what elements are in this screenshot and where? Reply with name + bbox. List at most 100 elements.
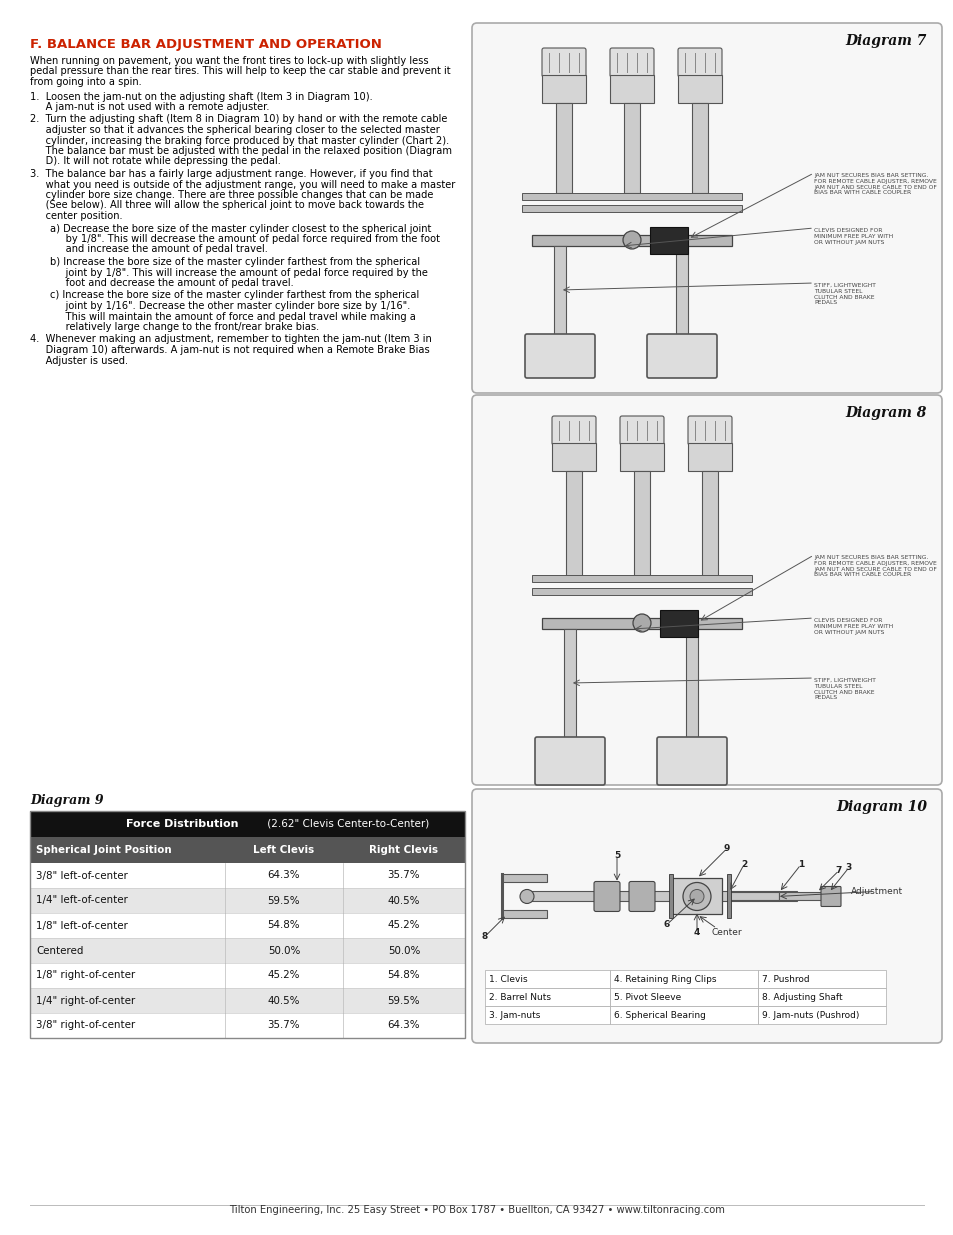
Text: 59.5%: 59.5% — [268, 895, 300, 905]
Bar — [619, 443, 663, 471]
Circle shape — [519, 889, 534, 904]
Bar — [668, 874, 672, 919]
Bar — [623, 103, 639, 193]
Text: 45.2%: 45.2% — [387, 920, 420, 930]
Text: Diagram 9: Diagram 9 — [30, 794, 104, 806]
Bar — [701, 471, 718, 576]
Text: 3/8" right-of-center: 3/8" right-of-center — [36, 1020, 135, 1030]
Bar — [521, 205, 741, 212]
Bar — [526, 892, 796, 902]
Text: Tilton Engineering, Inc. 25 Easy Street • PO Box 1787 • Buellton, CA 93427 • www: Tilton Engineering, Inc. 25 Easy Street … — [229, 1205, 724, 1215]
Bar — [678, 75, 721, 103]
Text: 64.3%: 64.3% — [387, 1020, 420, 1030]
Bar — [691, 103, 707, 193]
Bar — [554, 246, 565, 336]
Bar — [609, 1007, 758, 1024]
Text: joint by 1/8". This will increase the amount of pedal force required by the: joint by 1/8". This will increase the am… — [50, 268, 428, 278]
Text: CLEVIS DESIGNED FOR
MINIMUM FREE PLAY WITH
OR WITHOUT JAM NUTS: CLEVIS DESIGNED FOR MINIMUM FREE PLAY WI… — [813, 618, 892, 635]
Bar — [541, 618, 741, 629]
Text: CLEVIS DESIGNED FOR
MINIMUM FREE PLAY WITH
OR WITHOUT JAM NUTS: CLEVIS DESIGNED FOR MINIMUM FREE PLAY WI… — [813, 228, 892, 245]
FancyBboxPatch shape — [552, 416, 596, 445]
Text: joint by 1/16". Decrease the other master cylinder bore size by 1/16".: joint by 1/16". Decrease the other maste… — [50, 301, 410, 311]
Bar — [609, 988, 758, 1007]
Text: relatively large change to the front/rear brake bias.: relatively large change to the front/rea… — [50, 322, 319, 332]
Bar — [609, 75, 654, 103]
Text: Centered: Centered — [36, 946, 83, 956]
FancyBboxPatch shape — [524, 333, 595, 378]
Bar — [779, 893, 828, 900]
FancyBboxPatch shape — [657, 737, 726, 785]
Bar — [30, 939, 464, 963]
Bar — [484, 1007, 609, 1024]
Bar — [532, 576, 751, 582]
Bar — [532, 588, 751, 595]
Bar — [726, 874, 730, 919]
Text: Adjuster is used.: Adjuster is used. — [30, 356, 128, 366]
Text: A jam-nut is not used with a remote adjuster.: A jam-nut is not used with a remote adju… — [30, 103, 269, 112]
Bar — [565, 471, 581, 576]
FancyBboxPatch shape — [821, 887, 841, 906]
Text: Diagram 10: Diagram 10 — [835, 800, 926, 814]
Bar — [484, 969, 609, 988]
Text: 8. Adjusting Shaft: 8. Adjusting Shaft — [761, 993, 841, 1002]
Text: 4.  Whenever making an adjustment, remember to tighten the jam-nut (Item 3 in: 4. Whenever making an adjustment, rememb… — [30, 335, 432, 345]
Text: (2.62" Clevis Center-to-Center): (2.62" Clevis Center-to-Center) — [264, 819, 429, 829]
Text: When running on pavement, you want the front tires to lock-up with slightly less: When running on pavement, you want the f… — [30, 56, 428, 65]
Text: 1: 1 — [797, 860, 803, 869]
Text: 1/8" right-of-center: 1/8" right-of-center — [36, 971, 135, 981]
Text: (See below). All three will allow the spherical joint to move back towards the: (See below). All three will allow the sp… — [30, 200, 423, 210]
Text: 35.7%: 35.7% — [268, 1020, 300, 1030]
Text: Diagram 8: Diagram 8 — [844, 406, 926, 420]
Text: 59.5%: 59.5% — [387, 995, 420, 1005]
Text: 8: 8 — [481, 932, 488, 941]
FancyBboxPatch shape — [472, 23, 941, 393]
Text: JAM NUT SECURES BIAS BAR SETTING.
FOR REMOTE CABLE ADJUSTER, REMOVE
JAM NUT AND : JAM NUT SECURES BIAS BAR SETTING. FOR RE… — [813, 555, 936, 578]
Text: c) Increase the bore size of the master cylinder farthest from the spherical: c) Increase the bore size of the master … — [50, 290, 418, 300]
Bar — [541, 75, 585, 103]
Bar — [671, 878, 721, 914]
Bar — [521, 193, 741, 200]
Bar — [609, 969, 758, 988]
Text: cylinder bore size change. There are three possible changes that can be made: cylinder bore size change. There are thr… — [30, 190, 433, 200]
Text: 45.2%: 45.2% — [268, 971, 300, 981]
Circle shape — [633, 614, 650, 632]
Text: 2. Barrel Nuts: 2. Barrel Nuts — [489, 993, 551, 1002]
Text: Center: Center — [711, 929, 741, 937]
Bar — [30, 913, 464, 939]
Text: 54.8%: 54.8% — [268, 920, 300, 930]
Bar — [484, 988, 609, 1007]
FancyBboxPatch shape — [535, 737, 604, 785]
Text: by 1/8". This will decrease the amount of pedal force required from the foot: by 1/8". This will decrease the amount o… — [50, 233, 439, 245]
Text: 1/4" left-of-center: 1/4" left-of-center — [36, 895, 128, 905]
Text: The balance bar must be adjusted with the pedal in the relaxed position (Diagram: The balance bar must be adjusted with th… — [30, 146, 452, 156]
Text: Diagram 7: Diagram 7 — [844, 35, 926, 48]
Text: 64.3%: 64.3% — [268, 871, 300, 881]
Text: Diagram 10) afterwards. A jam-nut is not required when a Remote Brake Bias: Diagram 10) afterwards. A jam-nut is not… — [30, 345, 429, 354]
Text: STIFF, LIGHTWEIGHT
TUBULAR STEEL
CLUTCH AND BRAKE
PEDALS: STIFF, LIGHTWEIGHT TUBULAR STEEL CLUTCH … — [813, 283, 875, 305]
FancyBboxPatch shape — [594, 882, 619, 911]
Text: 9: 9 — [723, 844, 729, 853]
Text: 1.  Loosen the jam-nut on the adjusting shaft (Item 3 in Diagram 10).: 1. Loosen the jam-nut on the adjusting s… — [30, 91, 373, 101]
Text: cylinder, increasing the braking force produced by that master cylinder (Chart 2: cylinder, increasing the braking force p… — [30, 136, 449, 146]
Bar — [501, 910, 546, 919]
Text: This will maintain the amount of force and pedal travel while making a: This will maintain the amount of force a… — [50, 311, 416, 321]
FancyBboxPatch shape — [541, 48, 585, 77]
Bar — [649, 227, 687, 254]
Text: 3: 3 — [845, 863, 851, 872]
Bar — [501, 874, 546, 883]
Text: adjuster so that it advances the spherical bearing closer to the selected master: adjuster so that it advances the spheric… — [30, 125, 439, 135]
Bar — [30, 863, 464, 888]
Text: center position.: center position. — [30, 211, 123, 221]
Text: 50.0%: 50.0% — [268, 946, 300, 956]
Text: 50.0%: 50.0% — [388, 946, 419, 956]
Text: 5. Pivot Sleeve: 5. Pivot Sleeve — [614, 993, 680, 1002]
Text: 3/8" left-of-center: 3/8" left-of-center — [36, 871, 128, 881]
Bar — [30, 1013, 464, 1037]
Text: 40.5%: 40.5% — [268, 995, 300, 1005]
Bar — [30, 837, 464, 863]
Text: 40.5%: 40.5% — [387, 895, 420, 905]
Text: what you need is outside of the adjustment range, you will need to make a master: what you need is outside of the adjustme… — [30, 179, 455, 189]
Text: 6. Spherical Bearing: 6. Spherical Bearing — [614, 1010, 705, 1020]
Text: 1/8" left-of-center: 1/8" left-of-center — [36, 920, 128, 930]
Text: 4. Retaining Ring Clips: 4. Retaining Ring Clips — [614, 974, 716, 983]
